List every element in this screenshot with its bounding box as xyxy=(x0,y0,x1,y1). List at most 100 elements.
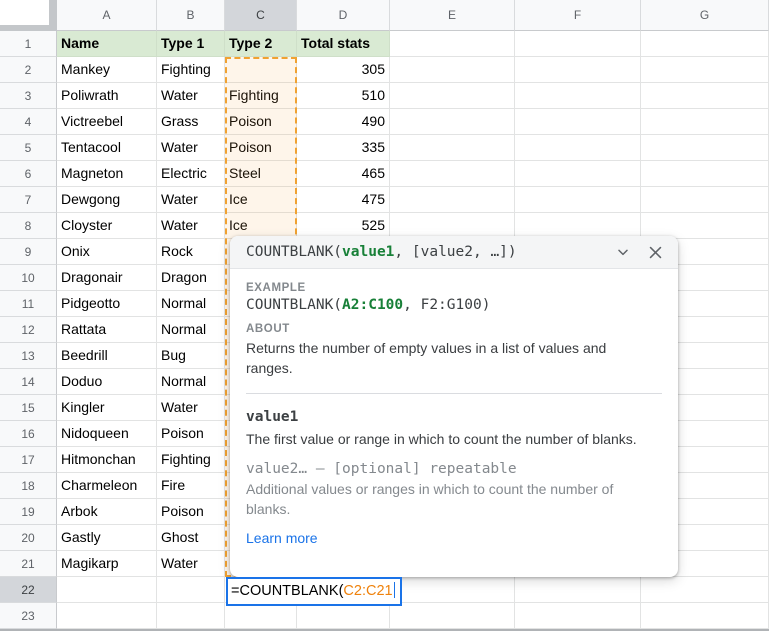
row-header-23[interactable]: 23 xyxy=(0,603,57,629)
cell-B21[interactable]: Water xyxy=(157,551,225,577)
cell-B4[interactable]: Grass xyxy=(157,109,225,135)
cell-A17[interactable]: Hitmonchan xyxy=(57,447,157,473)
cell-C5[interactable]: Poison xyxy=(225,135,297,161)
column-header-C[interactable]: C xyxy=(225,0,297,31)
cell-A23[interactable] xyxy=(57,603,157,629)
cell-A5[interactable]: Tentacool xyxy=(57,135,157,161)
row-header-9[interactable]: 9 xyxy=(0,239,57,265)
row-header-10[interactable]: 10 xyxy=(0,265,57,291)
row-header-15[interactable]: 15 xyxy=(0,395,57,421)
row-header-2[interactable]: 2 xyxy=(0,57,57,83)
cell-G22[interactable] xyxy=(641,577,769,603)
cell-G4[interactable] xyxy=(641,109,769,135)
cell-A22[interactable] xyxy=(57,577,157,603)
cell-G3[interactable] xyxy=(641,83,769,109)
column-header-F[interactable]: F xyxy=(515,0,641,31)
cell-A16[interactable]: Nidoqueen xyxy=(57,421,157,447)
cell-D23[interactable] xyxy=(297,603,390,629)
row-header-14[interactable]: 14 xyxy=(0,369,57,395)
cell-B16[interactable]: Poison xyxy=(157,421,225,447)
cell-C2[interactable] xyxy=(225,57,297,83)
cell-A7[interactable]: Dewgong xyxy=(57,187,157,213)
row-header-19[interactable]: 19 xyxy=(0,499,57,525)
row-header-7[interactable]: 7 xyxy=(0,187,57,213)
cell-E4[interactable] xyxy=(390,109,515,135)
cell-E5[interactable] xyxy=(390,135,515,161)
cell-F2[interactable] xyxy=(515,57,641,83)
cell-D6[interactable]: 465 xyxy=(297,161,390,187)
cell-G5[interactable] xyxy=(641,135,769,161)
row-header-5[interactable]: 5 xyxy=(0,135,57,161)
cell-A10[interactable]: Dragonair xyxy=(57,265,157,291)
row-header-8[interactable]: 8 xyxy=(0,213,57,239)
cell-A11[interactable]: Pidgeotto xyxy=(57,291,157,317)
cell-D2[interactable]: 305 xyxy=(297,57,390,83)
cell-A12[interactable]: Rattata xyxy=(57,317,157,343)
column-header-B[interactable]: B xyxy=(157,0,225,31)
cell-G7[interactable] xyxy=(641,187,769,213)
column-header-E[interactable]: E xyxy=(390,0,515,31)
cell-E2[interactable] xyxy=(390,57,515,83)
learn-more-link[interactable]: Learn more xyxy=(246,530,318,546)
cell-F7[interactable] xyxy=(515,187,641,213)
column-header-D[interactable]: D xyxy=(297,0,390,31)
cell-D8[interactable]: 525 xyxy=(297,213,390,239)
cell-B3[interactable]: Water xyxy=(157,83,225,109)
cell-B2[interactable]: Fighting xyxy=(157,57,225,83)
cell-G6[interactable] xyxy=(641,161,769,187)
cell-A21[interactable]: Magikarp xyxy=(57,551,157,577)
cell-G23[interactable] xyxy=(641,603,769,629)
cell-F3[interactable] xyxy=(515,83,641,109)
cell-E22[interactable] xyxy=(390,577,515,603)
cell-F1[interactable] xyxy=(515,31,641,57)
cell-A13[interactable]: Beedrill xyxy=(57,343,157,369)
cell-B7[interactable]: Water xyxy=(157,187,225,213)
cell-A19[interactable]: Arbok xyxy=(57,499,157,525)
row-header-20[interactable]: 20 xyxy=(0,525,57,551)
cell-C23[interactable] xyxy=(225,603,297,629)
row-header-12[interactable]: 12 xyxy=(0,317,57,343)
cell-A1[interactable]: Name xyxy=(57,31,157,57)
cell-B14[interactable]: Normal xyxy=(157,369,225,395)
cell-E6[interactable] xyxy=(390,161,515,187)
row-header-4[interactable]: 4 xyxy=(0,109,57,135)
row-header-16[interactable]: 16 xyxy=(0,421,57,447)
cell-E8[interactable] xyxy=(390,213,515,239)
cell-F22[interactable] xyxy=(515,577,641,603)
row-header-17[interactable]: 17 xyxy=(0,447,57,473)
column-header-A[interactable]: A xyxy=(57,0,157,31)
cell-B12[interactable]: Normal xyxy=(157,317,225,343)
cell-B8[interactable]: Water xyxy=(157,213,225,239)
row-header-18[interactable]: 18 xyxy=(0,473,57,499)
cell-D7[interactable]: 475 xyxy=(297,187,390,213)
row-header-6[interactable]: 6 xyxy=(0,161,57,187)
cell-F6[interactable] xyxy=(515,161,641,187)
row-header-13[interactable]: 13 xyxy=(0,343,57,369)
cell-B10[interactable]: Dragon xyxy=(157,265,225,291)
row-header-3[interactable]: 3 xyxy=(0,83,57,109)
column-header-G[interactable]: G xyxy=(641,0,769,31)
cell-G2[interactable] xyxy=(641,57,769,83)
cell-A15[interactable]: Kingler xyxy=(57,395,157,421)
cell-B5[interactable]: Water xyxy=(157,135,225,161)
cell-B13[interactable]: Bug xyxy=(157,343,225,369)
chevron-down-icon[interactable] xyxy=(612,241,634,263)
cell-C3[interactable]: Fighting xyxy=(225,83,297,109)
cell-B19[interactable]: Poison xyxy=(157,499,225,525)
cell-A14[interactable]: Doduo xyxy=(57,369,157,395)
cell-B22[interactable] xyxy=(157,577,225,603)
cell-B20[interactable]: Ghost xyxy=(157,525,225,551)
cell-A6[interactable]: Magneton xyxy=(57,161,157,187)
select-all-corner[interactable] xyxy=(0,0,57,31)
cell-D1[interactable]: Total stats xyxy=(297,31,390,57)
cell-E7[interactable] xyxy=(390,187,515,213)
cell-D5[interactable]: 335 xyxy=(297,135,390,161)
cell-A20[interactable]: Gastly xyxy=(57,525,157,551)
row-header-21[interactable]: 21 xyxy=(0,551,57,577)
row-header-22[interactable]: 22 xyxy=(0,577,57,603)
cell-F23[interactable] xyxy=(515,603,641,629)
cell-C4[interactable]: Poison xyxy=(225,109,297,135)
close-icon[interactable] xyxy=(644,241,666,263)
cell-C7[interactable]: Ice xyxy=(225,187,297,213)
cell-A2[interactable]: Mankey xyxy=(57,57,157,83)
